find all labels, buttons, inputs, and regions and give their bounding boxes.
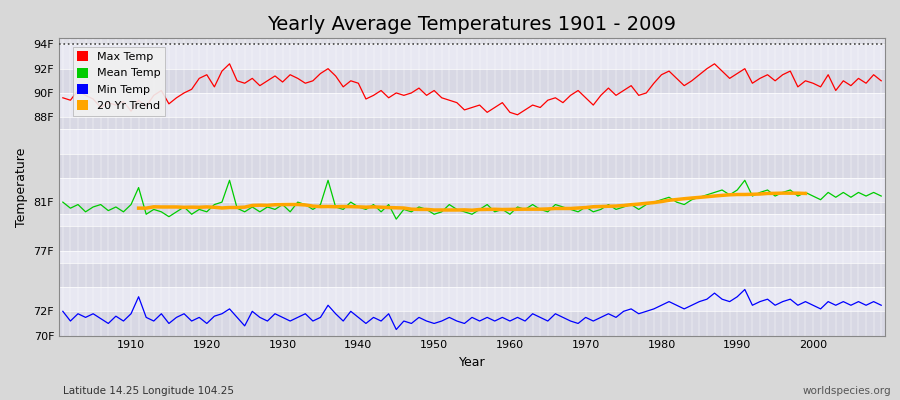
Bar — [59, 202, 885, 214]
Text: worldspecies.org: worldspecies.org — [803, 386, 891, 396]
Bar — [59, 129, 885, 154]
Bar — [59, 251, 885, 263]
Bar — [59, 178, 885, 202]
Bar — [59, 44, 885, 69]
Bar — [59, 311, 885, 336]
Y-axis label: Temperature: Temperature — [15, 147, 28, 227]
Bar — [59, 93, 885, 117]
X-axis label: Year: Year — [459, 356, 485, 369]
Bar — [59, 287, 885, 311]
Legend: Max Temp, Mean Temp, Min Temp, 20 Yr Trend: Max Temp, Mean Temp, Min Temp, 20 Yr Tre… — [73, 47, 166, 116]
Bar — [59, 69, 885, 93]
Bar — [59, 263, 885, 287]
Bar — [59, 226, 885, 251]
Bar — [59, 214, 885, 226]
Title: Yearly Average Temperatures 1901 - 2009: Yearly Average Temperatures 1901 - 2009 — [267, 15, 677, 34]
Bar — [59, 117, 885, 129]
Bar — [59, 154, 885, 178]
Text: Latitude 14.25 Longitude 104.25: Latitude 14.25 Longitude 104.25 — [63, 386, 234, 396]
